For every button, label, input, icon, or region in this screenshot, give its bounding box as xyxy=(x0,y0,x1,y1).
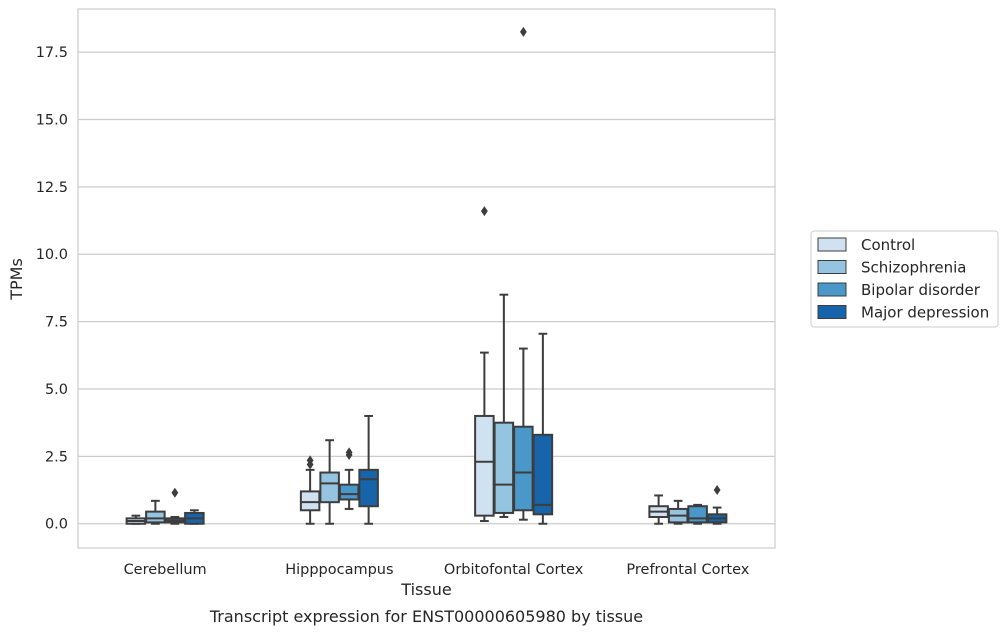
legend-swatch xyxy=(817,282,847,297)
plot-frame xyxy=(77,8,776,549)
box xyxy=(493,421,515,514)
outlier-point xyxy=(519,26,527,37)
outlier-point xyxy=(306,455,314,466)
legend-swatch xyxy=(817,237,847,252)
legend-label: Control xyxy=(861,236,915,254)
box xyxy=(513,425,534,512)
y-tick-label: 12.5 xyxy=(36,180,68,196)
box-group xyxy=(493,293,515,519)
box-group xyxy=(184,509,205,525)
outlier-point xyxy=(480,206,488,217)
x-tick-labels: Cerebellum Hipppocampus Orbitofontal Corte… xyxy=(124,562,750,578)
x-tick-label: Hipppocampus xyxy=(285,562,393,578)
box-group xyxy=(145,499,166,525)
x-tick-label: Orbitofontal Cortex xyxy=(444,562,584,578)
box xyxy=(338,483,360,501)
legend-frame xyxy=(810,230,999,328)
box-series xyxy=(125,26,728,525)
y-tick-label: 15.0 xyxy=(36,112,68,128)
legend-label: Major depression xyxy=(861,304,989,322)
legend-swatch xyxy=(817,305,847,319)
box xyxy=(299,490,321,512)
y-tick-label: 0.0 xyxy=(45,517,68,533)
outlier-point xyxy=(713,485,721,496)
box-group xyxy=(299,455,321,525)
y-tick-label: 10.0 xyxy=(36,247,68,263)
chart-caption: Transcript expression for ENST0000060598… xyxy=(209,607,643,626)
legend: Control Schizophrenia Bipolar disorder Majo… xyxy=(810,230,999,328)
plot-background xyxy=(78,9,775,548)
y-tick-labels: 0.0 2.5 5.0 7.5 10.0 12.5 15.0 17.5 xyxy=(36,45,68,533)
box-group xyxy=(513,26,534,521)
x-tick-label: Prefrontal Cortex xyxy=(626,562,749,578)
box-group xyxy=(532,332,554,525)
legend-label: Bipolar disorder xyxy=(861,281,981,299)
x-axis-label: Tissue xyxy=(400,580,451,599)
box xyxy=(358,468,379,508)
y-tick-label: 5.0 xyxy=(45,382,68,398)
legend-label: Schizophrenia xyxy=(861,259,966,277)
box-group xyxy=(667,499,689,525)
box xyxy=(687,505,708,524)
box-group xyxy=(164,487,186,525)
x-tick-label: Cerebellum xyxy=(124,562,207,578)
y-tick-label: 7.5 xyxy=(45,315,68,331)
outlier-point xyxy=(345,447,353,458)
box-group xyxy=(358,414,379,525)
box-group xyxy=(706,485,728,525)
y-tick-label: 17.5 xyxy=(36,45,68,61)
box xyxy=(319,471,340,504)
box-group xyxy=(687,503,708,525)
y-axis-label: TPMs xyxy=(7,258,26,301)
legend-swatch xyxy=(817,260,847,274)
box-group xyxy=(338,447,360,510)
outlier-point xyxy=(171,487,179,498)
box xyxy=(474,414,495,517)
grid-lines xyxy=(78,51,775,525)
y-tick-label: 2.5 xyxy=(45,449,68,465)
box-group xyxy=(319,439,340,525)
box xyxy=(532,433,554,516)
box xyxy=(145,510,166,524)
